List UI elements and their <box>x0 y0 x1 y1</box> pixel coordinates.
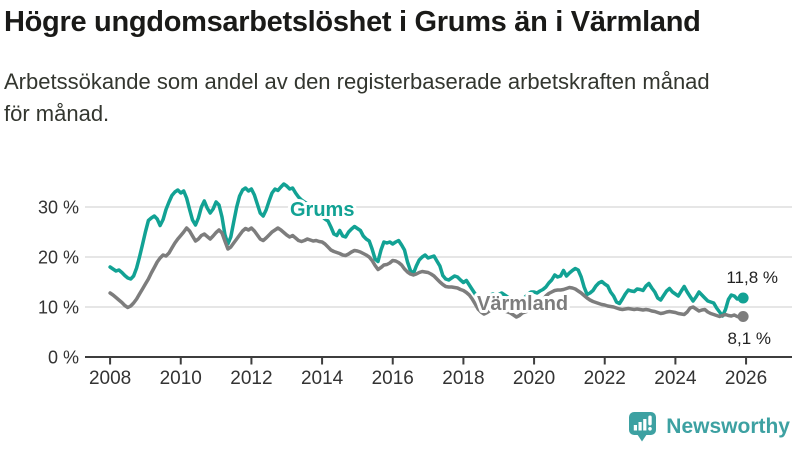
x-tick-label: 2010 <box>160 368 202 389</box>
x-tick-label: 2018 <box>442 368 484 389</box>
x-tick-label: 2022 <box>584 368 626 389</box>
y-tick-label: 20 % <box>38 248 79 268</box>
bar-chart-speech-bubble-icon <box>629 412 657 442</box>
end-dot-värmland <box>737 311 749 322</box>
series-label-varmland: Värmland <box>477 293 568 315</box>
brand-name: Newsworthy <box>666 415 790 438</box>
series-lines <box>108 182 745 320</box>
chart-subtitle-line1: Arbetssökande som andel av den registerb… <box>4 69 710 94</box>
end-value-label-grums: 11,8 % <box>726 268 778 287</box>
x-tick-label: 2024 <box>654 368 697 389</box>
series-line-värmland <box>108 226 745 320</box>
chart-subtitle: Arbetssökande som andel av den registerb… <box>4 66 784 130</box>
y-tick-label: 0 % <box>48 348 79 368</box>
chart-subtitle-line2: för månad. <box>4 101 110 126</box>
x-tick-label: 2026 <box>725 368 767 389</box>
newsworthy-logo: Newsworthy <box>628 411 790 443</box>
page-title: Högre ungdomsarbetslöshet i Grums än i V… <box>4 6 701 38</box>
end-value-label-varmland: 8,1 % <box>728 329 771 348</box>
series-end-dots <box>737 292 749 322</box>
x-axis-ticks: 2008 2010 2012 2014 2016 2018 2020 2022 2024 2026 <box>89 357 767 389</box>
x-tick-label: 2008 <box>89 368 131 389</box>
y-axis-ticks: 0 % 10 % 20 % 30 % <box>38 198 79 368</box>
x-tick-label: 2016 <box>372 368 414 389</box>
series-label-grums: Grums <box>290 199 354 221</box>
y-tick-label: 30 % <box>38 198 79 218</box>
x-tick-label: 2012 <box>230 368 272 389</box>
y-tick-label: 10 % <box>38 298 79 318</box>
end-dot-grums <box>737 292 749 304</box>
x-tick-label: 2020 <box>513 368 555 389</box>
x-tick-label: 2014 <box>301 368 344 389</box>
series-line-grums <box>108 182 745 318</box>
